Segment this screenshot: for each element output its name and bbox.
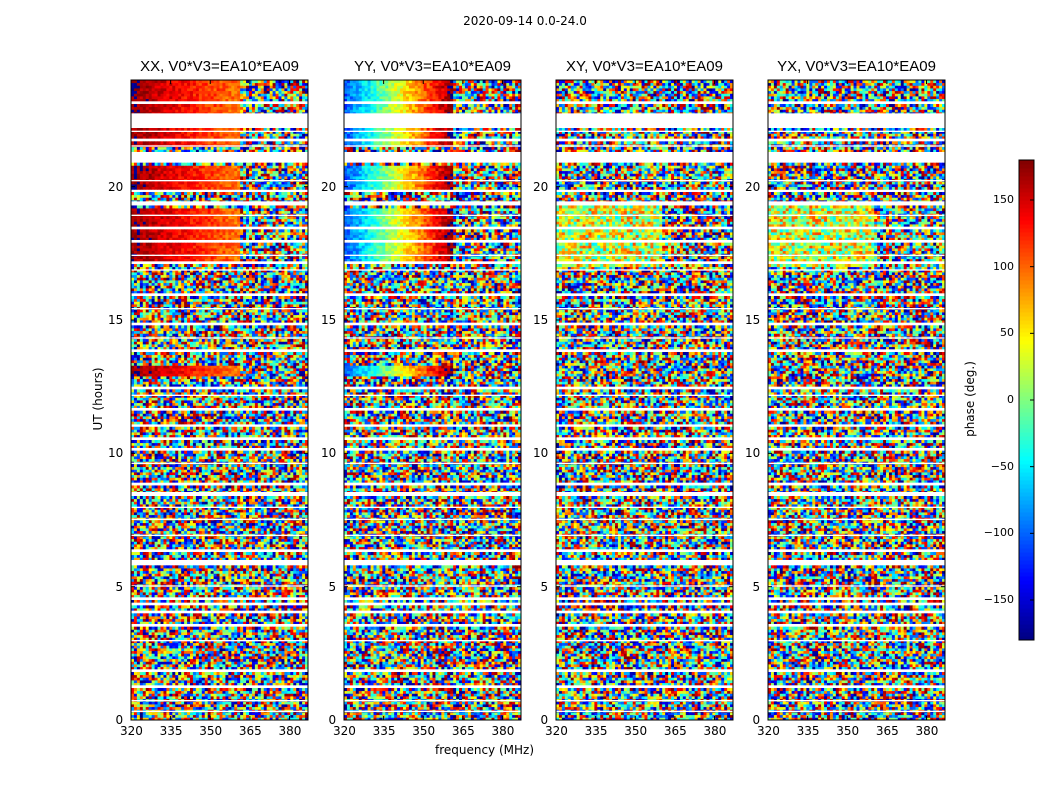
y-tick-label: 5 xyxy=(329,580,337,594)
y-tick-label: 0 xyxy=(753,713,761,727)
y-tick-label: 0 xyxy=(116,713,124,727)
y-tick-label: 10 xyxy=(533,446,548,460)
panel-yx-heatmap xyxy=(768,80,945,720)
y-tick-label: 10 xyxy=(108,446,123,460)
y-tick-label: 10 xyxy=(745,446,760,460)
y-tick-label: 0 xyxy=(541,713,549,727)
x-axis-label: frequency (MHz) xyxy=(385,743,585,757)
x-tick-label: 380 xyxy=(492,724,515,738)
colorbar-tick-label: −100 xyxy=(984,526,1014,539)
y-tick-label: 15 xyxy=(321,313,336,327)
y-tick-label: 15 xyxy=(108,313,123,327)
colorbar-tick-label: 100 xyxy=(993,260,1014,273)
x-tick-label: 320 xyxy=(757,724,780,738)
x-tick-label: 365 xyxy=(452,724,475,738)
x-tick-label: 380 xyxy=(704,724,727,738)
y-tick-label: 20 xyxy=(745,180,760,194)
x-tick-label: 380 xyxy=(279,724,302,738)
y-tick-label: 20 xyxy=(533,180,548,194)
figure-canvas xyxy=(0,0,1050,800)
colorbar-tick-label: 150 xyxy=(993,193,1014,206)
panel-xx-heatmap xyxy=(131,80,308,720)
x-tick-label: 335 xyxy=(373,724,396,738)
colorbar-tick-label: −50 xyxy=(991,460,1014,473)
colorbar-label: phase (deg.) xyxy=(963,339,977,459)
panel-xy-heatmap xyxy=(556,80,733,720)
panel-title-yx: YX, V0*V3=EA10*EA09 xyxy=(737,58,977,75)
x-tick-label: 350 xyxy=(412,724,435,738)
panel-title-xy: XY, V0*V3=EA10*EA09 xyxy=(525,58,765,75)
x-tick-label: 335 xyxy=(797,724,820,738)
y-tick-label: 5 xyxy=(541,580,549,594)
x-tick-label: 380 xyxy=(916,724,939,738)
x-tick-label: 320 xyxy=(333,724,356,738)
y-tick-label: 15 xyxy=(533,313,548,327)
y-tick-label: 5 xyxy=(753,580,761,594)
x-tick-label: 365 xyxy=(876,724,899,738)
y-tick-label: 20 xyxy=(321,180,336,194)
y-tick-label: 20 xyxy=(108,180,123,194)
x-tick-label: 365 xyxy=(239,724,262,738)
x-tick-label: 320 xyxy=(545,724,568,738)
panel-title-xx: XX, V0*V3=EA10*EA09 xyxy=(100,58,340,75)
panel-yy-heatmap xyxy=(344,80,521,720)
y-tick-label: 5 xyxy=(116,580,124,594)
y-tick-label: 15 xyxy=(745,313,760,327)
colorbar-tick-label: 0 xyxy=(1007,393,1014,406)
x-tick-label: 350 xyxy=(836,724,859,738)
x-tick-label: 350 xyxy=(199,724,222,738)
colorbar-tick-label: 50 xyxy=(1000,326,1014,339)
y-axis-label: UT (hours) xyxy=(91,349,105,449)
x-tick-label: 335 xyxy=(160,724,183,738)
x-tick-label: 365 xyxy=(664,724,687,738)
x-tick-label: 320 xyxy=(120,724,143,738)
y-tick-label: 10 xyxy=(321,446,336,460)
colorbar-tick-label: −150 xyxy=(984,593,1014,606)
y-tick-label: 0 xyxy=(329,713,337,727)
x-tick-label: 350 xyxy=(624,724,647,738)
panel-title-yy: YY, V0*V3=EA10*EA09 xyxy=(313,58,553,75)
x-tick-label: 335 xyxy=(585,724,608,738)
